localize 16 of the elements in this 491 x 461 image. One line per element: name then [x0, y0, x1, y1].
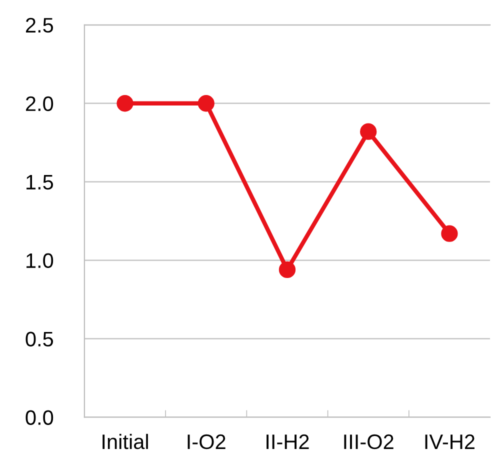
point [441, 225, 458, 242]
point [360, 123, 377, 140]
point [278, 261, 296, 278]
y-tick-label: 2.5 [26, 18, 54, 33]
x-tick-label: II-H2 [266, 434, 309, 449]
point [198, 95, 214, 112]
y-tick-label: 1.5 [26, 175, 54, 190]
x-tick-label: I-O2 [188, 434, 226, 450]
point [116, 95, 134, 112]
x-tick-label: IV-H2 [425, 434, 474, 449]
x-tick-label: Initial [102, 434, 148, 450]
y-tick-label: 1.0 [26, 253, 54, 268]
y-tick-label: 2.0 [26, 96, 54, 112]
x-tick-label: III-O2 [344, 434, 394, 450]
y-tick-label: 0.0 [26, 410, 54, 425]
y-tick-label: 0.5 [26, 332, 54, 346]
